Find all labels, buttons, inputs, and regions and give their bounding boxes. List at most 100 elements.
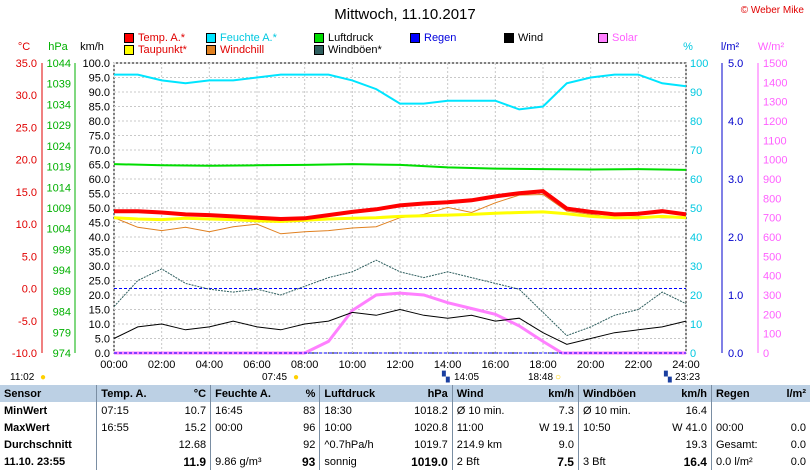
x-tick-label: 10:00 <box>339 359 367 371</box>
table-cell: 12.68 <box>178 438 207 451</box>
wind-tick-label: 50.0 <box>89 203 110 215</box>
x-tick-label: 02:00 <box>148 359 176 371</box>
legend-column-3: Luftdruck Windböen* <box>314 32 382 56</box>
wind-tick-label: 25.0 <box>89 276 110 288</box>
solar-tick-label: 1300 <box>763 97 787 109</box>
table-cell: 16.4 <box>683 454 707 469</box>
x-tick-label: 12:00 <box>386 359 414 371</box>
table-cell <box>96 453 165 470</box>
humidity-tick-label: 30 <box>690 261 702 273</box>
table-cell <box>577 436 657 453</box>
table-header: °C <box>164 385 211 402</box>
table-header-row: Sensor Temp. A. °C Feuchte A. % Luftdruc… <box>0 385 810 402</box>
table-cell: 2 Bft <box>451 453 524 470</box>
table-cell <box>210 436 293 453</box>
pressure-tick-label: 979 <box>53 327 71 339</box>
humidity-tick-label: 0 <box>690 348 696 360</box>
table-cell: 16:55 <box>96 419 165 436</box>
table-cell: 11.9 <box>183 454 207 469</box>
table-cell <box>775 402 810 419</box>
legend-item-humidity: Feuchte A.* <box>206 32 277 44</box>
table-row-current: 11.10. 23:55 11.9 9.86 g/m³ 93 sonnig 10… <box>0 453 810 470</box>
legend-swatch <box>314 45 324 55</box>
table-cell: 96 <box>303 421 316 434</box>
table-header: Luftdruck <box>319 385 395 402</box>
legend-swatch <box>598 33 608 43</box>
time-left-label: 11:02 <box>10 372 35 383</box>
table-cell: sonnig <box>319 453 395 470</box>
solar-tick-label: 1200 <box>763 116 787 128</box>
x-tick-label: 20:00 <box>577 359 605 371</box>
table-cell: 19.3 <box>685 438 707 451</box>
sunrise-time: 07:45 <box>262 372 288 383</box>
table-header: l/m² <box>774 385 810 402</box>
wind-tick-label: 10.0 <box>89 319 110 331</box>
sunset-icon: ○ <box>555 372 562 383</box>
table-cell: 15.2 <box>184 421 207 434</box>
wind-tick-label: 55.0 <box>89 189 110 201</box>
pressure-tick-label: 984 <box>53 307 71 319</box>
rain-tick-label: 3.0 <box>728 174 743 186</box>
legend-label: Feuchte A.* <box>220 32 277 44</box>
table-cell: W 19.1 <box>539 421 574 434</box>
rain-tick-label: 4.0 <box>728 116 743 128</box>
humidity-tick-label: 20 <box>690 290 702 302</box>
solar-tick-label: 400 <box>763 271 781 283</box>
wind-tick-label: 75.0 <box>89 131 110 143</box>
x-tick-label: 14:00 <box>434 359 462 371</box>
row-label: MaxWert <box>4 421 50 434</box>
legend-label: Temp. A.* <box>138 32 186 44</box>
table-cell: 1019.0 <box>411 454 448 469</box>
legend-column-5: Wind <box>504 32 543 44</box>
legend-item-wind: Wind <box>504 32 543 44</box>
humidity-tick-label: 80 <box>690 116 702 128</box>
wind-tick-label: 45.0 <box>89 218 110 230</box>
legend-swatch <box>124 45 134 55</box>
solar-tick-label: 1100 <box>763 135 787 147</box>
legend-label: Regen <box>424 32 457 44</box>
table-header: Wind <box>451 385 524 402</box>
table-header: Windböen <box>577 385 657 402</box>
series-line-windben <box>113 259 687 337</box>
temp-tick-label: 0.0 <box>22 284 37 296</box>
table-cell: W 41.0 <box>672 421 707 434</box>
pressure-tick-label: 1019 <box>47 162 71 174</box>
table-cell: 1018.2 <box>414 404 448 417</box>
wind-tick-label: 40.0 <box>89 232 110 244</box>
solar-tick-label: 900 <box>763 174 781 186</box>
table-header: % <box>292 385 320 402</box>
solar-tick-label: 1500 <box>763 58 787 70</box>
legend-item-temp: Temp. A.* <box>124 32 187 44</box>
x-tick-label: 06:00 <box>243 359 271 371</box>
row-label: 11.10. 23:55 <box>4 455 66 468</box>
marker-flag-icon: ▚ <box>442 372 450 383</box>
table-cell: 0.0 <box>790 455 806 468</box>
table-cell <box>96 436 165 453</box>
rain-tick-label: 1.0 <box>728 290 743 302</box>
unit-temp: °C <box>18 41 30 53</box>
solar-tick-label: 500 <box>763 251 781 263</box>
legend-swatch <box>124 33 134 43</box>
legend-column-6: Solar <box>598 32 638 44</box>
series-line-feuchtea <box>114 73 687 111</box>
pressure-tick-label: 1004 <box>47 224 71 236</box>
table-cell: 9.0 <box>558 438 574 451</box>
x-tick-label: 16:00 <box>482 359 510 371</box>
marker-flag-icon: ▚ <box>664 372 672 383</box>
legend-swatch <box>206 45 216 55</box>
solar-tick-label: 1000 <box>763 155 787 167</box>
solar-tick-label: 200 <box>763 309 781 321</box>
legend-column-2: Feuchte A.* Windchill <box>206 32 277 56</box>
rain-tick-label: 0.0 <box>728 348 743 360</box>
wind-tick-label: 85.0 <box>89 102 110 114</box>
solar-tick-label: 600 <box>763 232 781 244</box>
table-header: Regen <box>710 385 775 402</box>
wind-tick-label: 15.0 <box>89 305 110 317</box>
table-cell: Gesamt: <box>710 436 775 453</box>
solar-tick-label: 300 <box>763 290 781 302</box>
pressure-tick-label: 989 <box>53 286 71 298</box>
table-cell: 10:50 <box>577 419 657 436</box>
table-cell: 10:00 <box>319 419 395 436</box>
table-cell: 16:45 <box>210 402 293 419</box>
table-cell: 1019.7 <box>414 438 448 451</box>
